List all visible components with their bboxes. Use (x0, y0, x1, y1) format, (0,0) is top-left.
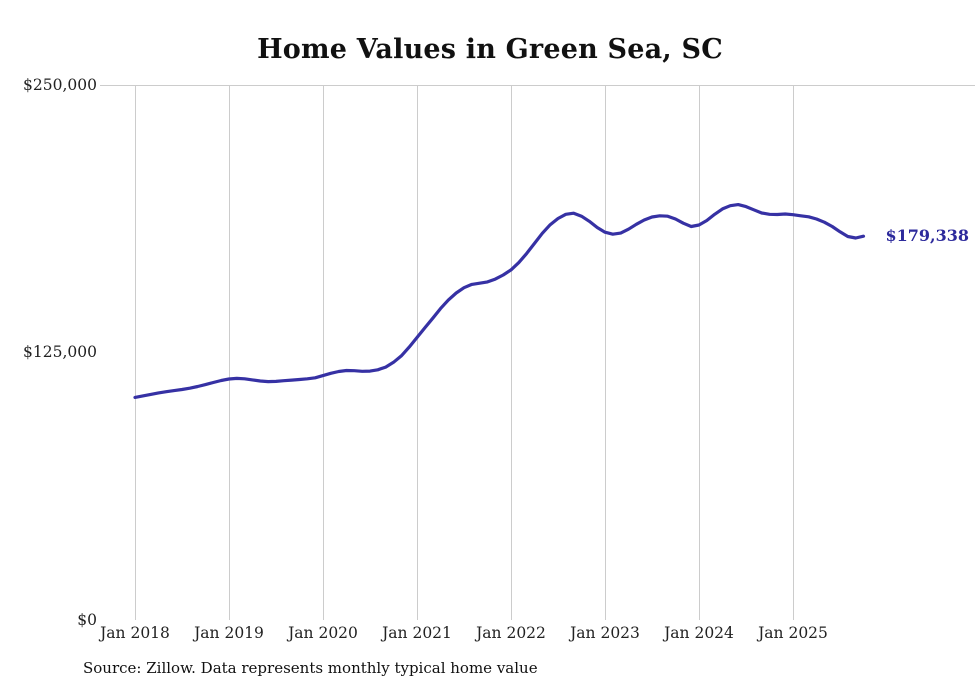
gridline-jan-2023 (605, 85, 606, 620)
y-axis-label-125000: $125,000 (23, 343, 97, 361)
x-axis-label: Jan 2020 (288, 624, 358, 642)
x-axis-label: Jan 2025 (758, 624, 828, 642)
chart-title: Home Values in Green Sea, SC (257, 34, 723, 65)
gridline-jan-2021 (417, 85, 418, 620)
gridline-jan-2020 (323, 85, 324, 620)
plot-top-border (100, 85, 975, 86)
source-note: Source: Zillow. Data represents monthly … (83, 659, 538, 677)
x-axis-label: Jan 2024 (664, 624, 734, 642)
home-value-line (133, 203, 866, 399)
y-axis-label-250000: $250,000 (23, 76, 97, 94)
gridline-jan-2019 (229, 85, 230, 620)
x-axis-label: Jan 2022 (476, 624, 546, 642)
gridline-jan-2024 (699, 85, 700, 620)
x-axis-label: Jan 2021 (382, 624, 452, 642)
gridline-jan-2022 (511, 85, 512, 620)
x-axis-label: Jan 2018 (100, 624, 170, 642)
gridline-jan-2025 (793, 85, 794, 620)
x-axis-label: Jan 2019 (194, 624, 264, 642)
gridline-jan-2018 (135, 85, 136, 620)
x-axis-label: Jan 2023 (570, 624, 640, 642)
y-axis-label-0: $0 (77, 611, 97, 629)
latest-value-label: $179,338 (885, 226, 970, 246)
